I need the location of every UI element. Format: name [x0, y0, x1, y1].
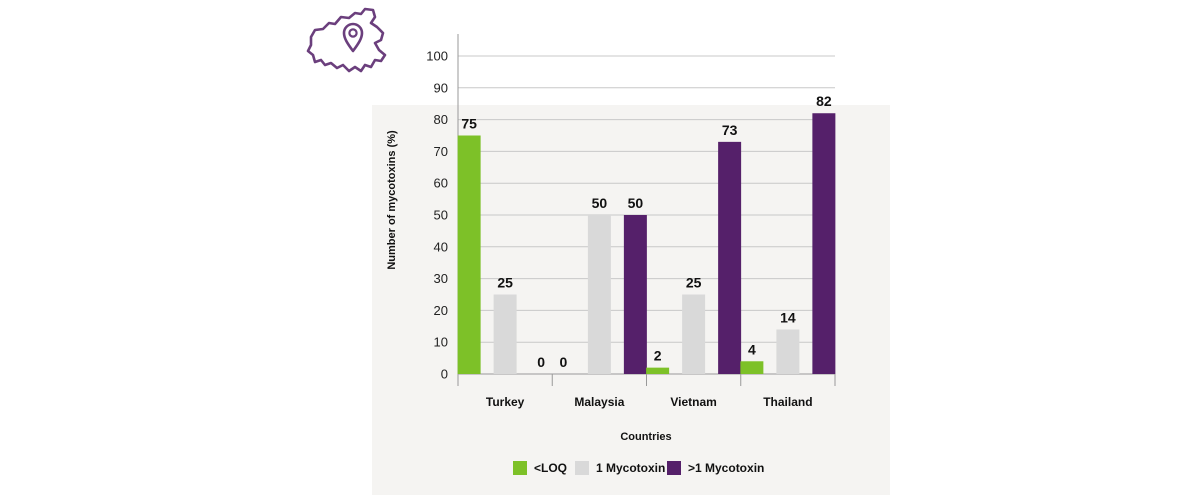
bar [682, 294, 706, 374]
y-axis-title: Number of mycotoxins (%) [386, 130, 398, 270]
data-label: 73 [722, 122, 738, 138]
data-label: 75 [461, 116, 477, 132]
legend-label: 1 Mycotoxin [596, 461, 665, 475]
x-axis-title: Countries [620, 431, 671, 443]
data-label: 2 [654, 348, 662, 364]
labels: 0102030405060708090100Turkey75250Malaysi… [426, 49, 832, 410]
bar [718, 141, 742, 374]
y-tick-label: 50 [434, 208, 448, 223]
x-tick-label: Vietnam [670, 395, 716, 409]
y-tick-label: 10 [434, 335, 448, 350]
y-tick-label: 40 [434, 239, 448, 254]
data-label: 50 [628, 195, 644, 211]
x-tick-label: Turkey [486, 395, 525, 409]
y-tick-label: 30 [434, 271, 448, 286]
bar [623, 215, 647, 374]
legend: <LOQ 1 Mycotoxin >1 Mycotoxin [513, 461, 764, 475]
legend-swatch [667, 461, 681, 475]
y-tick-label: 90 [434, 80, 448, 95]
legend-label: <LOQ [534, 461, 567, 475]
bar [587, 215, 611, 374]
y-tick-label: 80 [434, 112, 448, 127]
bar [493, 294, 517, 374]
data-label: 82 [816, 93, 832, 109]
y-tick-label: 20 [434, 303, 448, 318]
bars [457, 113, 836, 375]
data-label: 0 [559, 354, 567, 370]
legend-label: >1 Mycotoxin [688, 461, 764, 475]
bar [812, 113, 836, 375]
legend-swatch [575, 461, 589, 475]
legend-swatch [513, 461, 527, 475]
bar [646, 367, 670, 374]
data-label: 50 [592, 195, 608, 211]
y-tick-label: 60 [434, 176, 448, 191]
y-tick-label: 0 [441, 367, 448, 382]
data-label: 0 [537, 354, 545, 370]
data-label: 4 [748, 341, 756, 357]
data-label: 25 [686, 275, 702, 291]
bar [740, 361, 764, 374]
y-tick-label: 70 [434, 144, 448, 159]
x-tick-label: Thailand [763, 395, 812, 409]
asia-map-pin-icon [306, 7, 387, 73]
data-label: 14 [780, 309, 796, 325]
y-tick-label: 100 [426, 49, 448, 64]
x-tick-label: Malaysia [574, 395, 624, 409]
data-label: 25 [497, 275, 513, 291]
bar [457, 135, 481, 374]
bar [776, 329, 800, 374]
